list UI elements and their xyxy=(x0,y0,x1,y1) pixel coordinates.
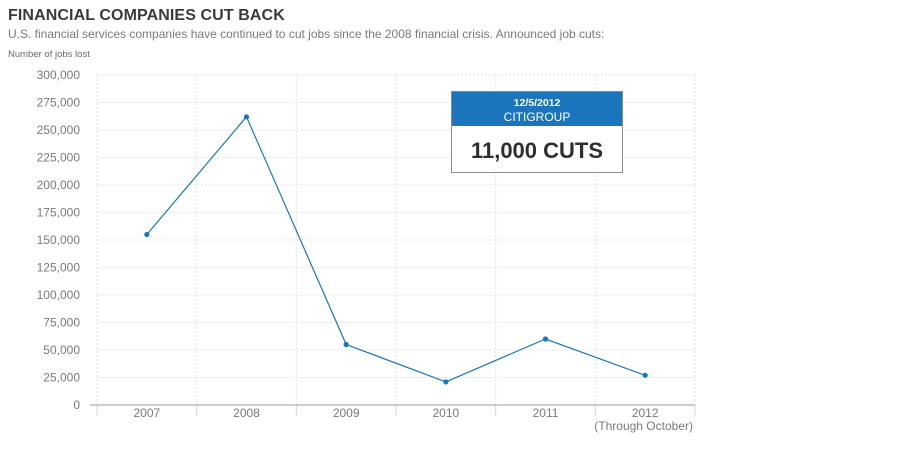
callout-date: 12/5/2012 xyxy=(513,97,561,109)
chart-subtitle: U.S. financial services companies have c… xyxy=(8,27,605,41)
y-tick-label: 300,000 xyxy=(37,68,81,82)
x-tick-label: 2009 xyxy=(333,406,360,420)
y-tick-label: 225,000 xyxy=(37,151,81,165)
callout-header: 12/5/2012 CITIGROUP xyxy=(452,92,622,126)
y-tick-label: 0 xyxy=(73,398,80,412)
x-tick-note: (Through October) xyxy=(594,419,693,433)
y-tick-label: 50,000 xyxy=(43,343,80,357)
y-tick-label: 275,000 xyxy=(37,96,81,110)
data-point xyxy=(443,379,449,385)
x-tick-label: 2007 xyxy=(133,406,160,420)
data-point xyxy=(144,231,150,238)
y-tick-label: 150,000 xyxy=(37,233,81,247)
x-tick-label: 2011 xyxy=(533,406,559,420)
y-axis-label: Number of jobs lost xyxy=(8,49,90,60)
y-tick-label: 25,000 xyxy=(43,371,80,385)
data-point xyxy=(343,341,349,348)
data-point xyxy=(243,114,250,120)
chart-title: FINANCIAL COMPANIES CUT BACK xyxy=(8,7,285,24)
y-tick-label: 100,000 xyxy=(37,288,81,302)
data-point xyxy=(542,336,549,342)
y-tick-label: 200,000 xyxy=(37,178,81,192)
callout-company: CITIGROUP xyxy=(503,110,571,124)
callout-value: 11,000 CUTS xyxy=(470,138,604,163)
x-tick-label: 2008 xyxy=(233,406,260,420)
y-tick-label: 175,000 xyxy=(37,206,81,220)
x-tick-label: 2012 xyxy=(632,406,659,420)
x-tick-label: 2010 xyxy=(432,406,459,420)
y-tick-label: 75,000 xyxy=(43,316,80,330)
data-point xyxy=(642,372,648,378)
callout-box: 12/5/2012 CITIGROUP 11,000 CUTS xyxy=(451,91,623,173)
series-line xyxy=(146,115,646,383)
y-tick-label: 125,000 xyxy=(37,261,81,275)
y-tick-label: 250,000 xyxy=(37,123,81,137)
